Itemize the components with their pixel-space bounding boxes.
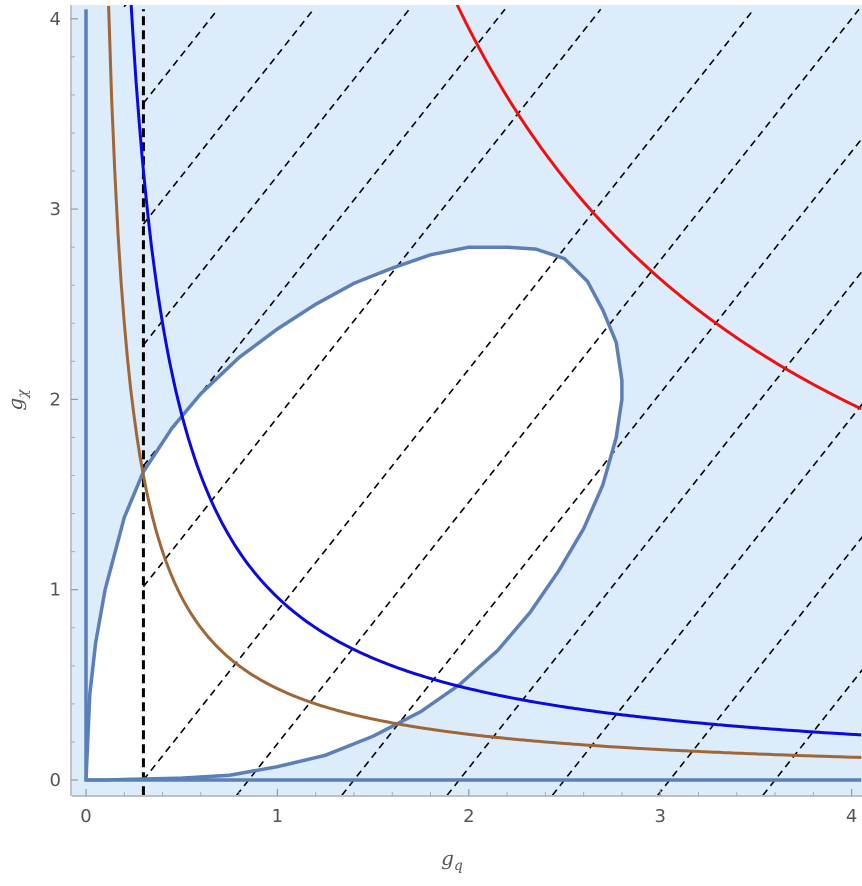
x-axis-label: gq <box>441 846 463 874</box>
y-axis-label: gχ <box>3 388 31 411</box>
y-tick-label: 1 <box>50 580 61 601</box>
x-tick-labels: 0 1 2 3 4 <box>80 806 857 827</box>
plot-frame <box>70 5 862 797</box>
blue-curve <box>129 5 862 737</box>
x-tick-label: 4 <box>846 806 857 827</box>
x-tick-label: 1 <box>272 806 283 827</box>
brown-curve <box>107 5 862 759</box>
x-tick-label: 3 <box>654 806 665 827</box>
y-axis-ticks <box>71 18 78 781</box>
hatch-line-2 <box>142 8 315 225</box>
y-tick-label: 4 <box>50 9 61 30</box>
x-tick-label: 0 <box>80 806 91 827</box>
y-tick-label: 2 <box>50 389 61 410</box>
red-curve <box>455 5 862 411</box>
y-tick-label: 3 <box>50 199 61 220</box>
hatch-line-6 <box>142 8 755 781</box>
hatch-line-1 <box>142 8 219 104</box>
hatch-line-5 <box>142 8 602 588</box>
y-tick-label: 0 <box>50 770 61 791</box>
y-tick-labels: 0 1 2 3 4 <box>50 9 61 791</box>
x-axis-ticks <box>85 789 853 796</box>
x-tick-label: 2 <box>463 806 474 827</box>
